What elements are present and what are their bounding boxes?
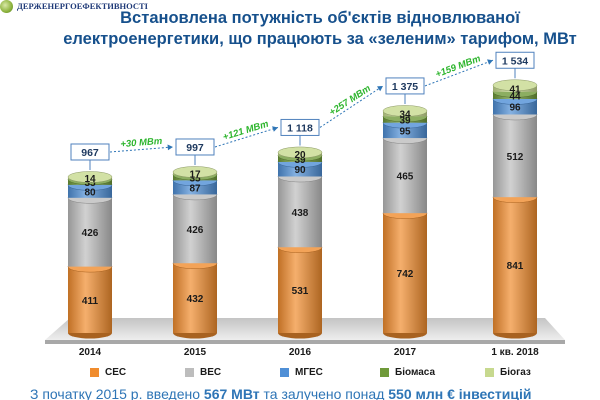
bar-segment-ВЕС-2014 [68, 197, 112, 267]
legend-swatch [280, 367, 289, 377]
chart-title-line-1: Встановлена потужність об'єктів відновлю… [120, 9, 520, 27]
growth-label: +257 МВт [327, 83, 373, 119]
legend-item: Біомаса [380, 365, 435, 379]
x-tick-label: 2014 [79, 347, 102, 358]
data-label: 512 [507, 152, 524, 163]
data-label: 14 [84, 174, 96, 185]
data-label: 17 [189, 169, 201, 180]
leaf-logo-icon [0, 0, 13, 13]
footnote-capacity: 567 МВт [203, 386, 260, 400]
data-label: 432 [187, 294, 204, 305]
data-label: 34 [399, 110, 411, 121]
bar-segment-ВЕС-2017 [383, 138, 427, 214]
data-label: 39 [399, 116, 411, 127]
bar-segment-СЕС-2014 [68, 266, 112, 333]
bar-segment-СЕС-2015 [173, 263, 217, 333]
bar-segment-cap [277, 146, 323, 159]
x-tick-label: 2017 [394, 347, 417, 358]
data-label: 35 [84, 178, 96, 189]
investment-footnote: З початку 2015 р. введено 567 МВт та зал… [30, 385, 590, 400]
data-label: 426 [187, 225, 204, 236]
data-label: 35 [189, 174, 201, 185]
chart-legend: СЕС ВЕС МГЕС Біомаса Біогаз [90, 365, 580, 381]
footnote-investment: 550 млн € інвестицій [388, 386, 532, 400]
legend-label: МГЕС [295, 366, 323, 378]
data-label: 39 [294, 155, 306, 166]
bar-segment-cap [492, 79, 538, 92]
legend-item: МГЕС [280, 365, 323, 379]
growth-arrow [424, 59, 494, 87]
legend-swatch [185, 367, 194, 377]
legend-item: СЕС [90, 365, 126, 379]
agency-name: ДЕРЖЕНЕРГОЕФЕКТИВНОСТІ [17, 1, 148, 11]
data-label: 87 [189, 183, 201, 194]
data-label: 90 [294, 165, 306, 176]
growth-label: +121 МВт [222, 118, 271, 143]
data-label: 465 [397, 172, 414, 183]
legend-label: Біогаз [500, 366, 531, 378]
legend-swatch [380, 367, 389, 377]
chart-floor-edge [45, 340, 565, 344]
bar-segment-СЕС-2016 [278, 247, 322, 333]
bar-segment-ВЕС-1 кв. 2018 [493, 114, 537, 198]
bar-segment-cap [172, 166, 218, 178]
legend-label: СЕС [105, 366, 127, 378]
bar-segment-СЕС-1 кв. 2018 [493, 197, 537, 333]
growth-arrowhead [167, 144, 173, 151]
chart-title-line-2: електроенергетики, що працюють за «зелен… [63, 30, 577, 48]
data-label: 41 [509, 85, 521, 96]
footnote-text-1: З початку 2015 р. введено [30, 386, 204, 400]
total-label: 997 [186, 142, 204, 154]
bar-segment-ВЕС-2016 [278, 176, 322, 248]
legend-label: ВЕС [200, 366, 222, 378]
chart-title: Встановлена потужність об'єктів відновлю… [60, 8, 580, 50]
footnote-text-2: та залучено понад [259, 386, 389, 400]
legend-label: Біомаса [395, 366, 436, 378]
bar-segment-cap [382, 105, 428, 117]
data-label: 426 [82, 228, 99, 239]
total-label: 1 375 [392, 81, 418, 93]
growth-arrowhead [272, 126, 278, 132]
x-tick-label: 2016 [289, 347, 312, 358]
data-label: 80 [84, 187, 96, 198]
data-label: 95 [399, 126, 411, 137]
data-label: 96 [509, 103, 521, 114]
growth-arrowhead [487, 59, 493, 65]
data-label: 438 [292, 208, 309, 219]
data-label: 20 [294, 150, 306, 161]
agency-logo: ДЕРЖЕНЕРГОЕФЕКТИВНОСТІ [0, 0, 160, 14]
total-label: 1 534 [502, 55, 528, 67]
legend-swatch [90, 367, 99, 377]
legend-swatch [485, 367, 494, 377]
data-label: 742 [397, 269, 414, 280]
data-label: 411 [82, 296, 99, 307]
total-label: 967 [81, 147, 99, 159]
bar-segment-ВЕС-2015 [173, 194, 217, 264]
data-label: 841 [507, 261, 524, 272]
bar-segment-СЕС-2017 [383, 213, 427, 333]
data-label: 44 [509, 91, 521, 102]
growth-arrow [109, 146, 174, 153]
x-tick-label: 1 кв. 2018 [491, 347, 539, 358]
legend-item: ВЕС [185, 365, 221, 379]
growth-arrowhead [377, 85, 383, 92]
growth-arrow [319, 85, 384, 128]
growth-arrow [214, 126, 279, 148]
data-label: 531 [292, 286, 309, 297]
total-label: 1 118 [287, 122, 313, 134]
bar-segment-cap [67, 171, 113, 183]
growth-label: +30 МВт [120, 136, 163, 150]
x-tick-label: 2015 [184, 347, 207, 358]
legend-item: Біогаз [485, 365, 531, 379]
